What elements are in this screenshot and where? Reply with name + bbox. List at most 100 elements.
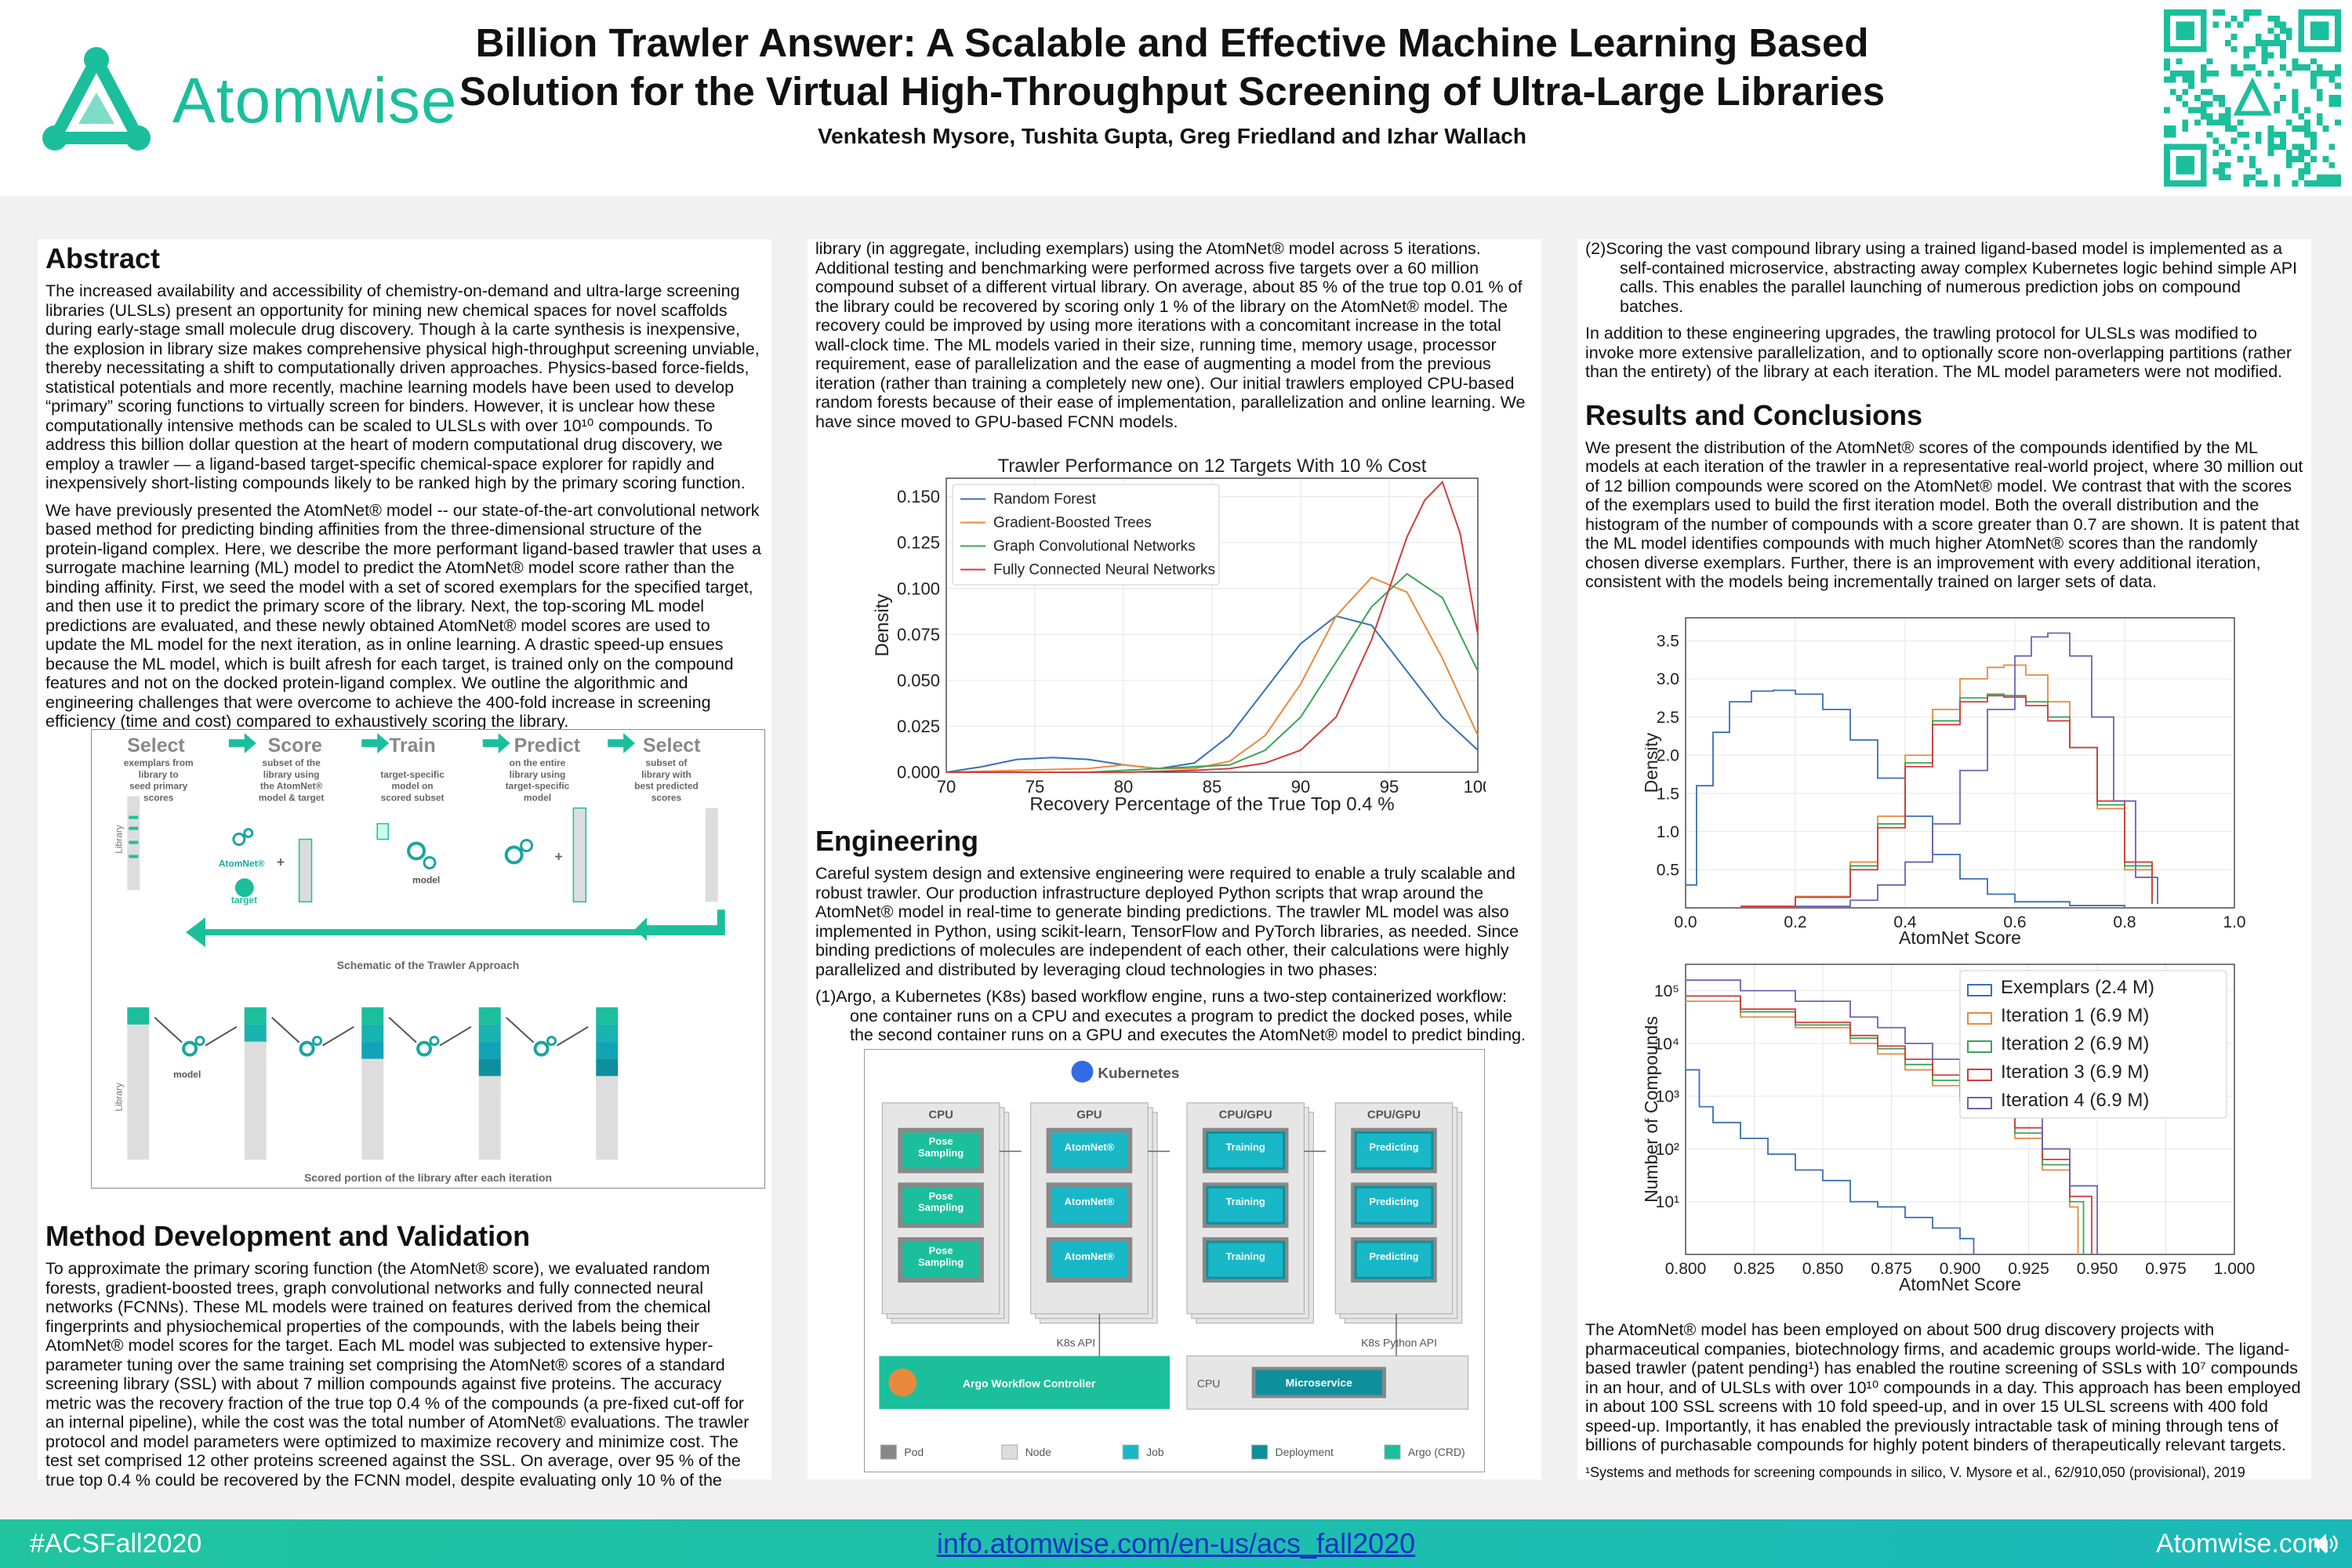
- x-tick-label: 0.6: [2003, 913, 2026, 931]
- legend-label-4: Iteration 3 (6.9 M): [2001, 1062, 2149, 1083]
- legend-label-5: Iteration 4 (6.9 M): [2001, 1090, 2149, 1111]
- y-tick-label: 1.5: [1657, 785, 1679, 803]
- job-label: AtomNet®: [1065, 1142, 1115, 1153]
- model-label: model: [412, 874, 440, 885]
- legend-label-2: Gradient-Boosted Trees: [993, 515, 1152, 532]
- x-tick-label: 85: [1203, 777, 1221, 797]
- job-label: Pose: [929, 1245, 953, 1257]
- legend-swatch: [1967, 984, 1992, 996]
- engineering-item-1: (1)Argo, a Kubernetes (K8s) based workfl…: [815, 987, 1526, 1044]
- atomnet-label: AtomNet®: [219, 858, 265, 869]
- microservice-label: Microservice: [1286, 1376, 1352, 1388]
- y-tick-label: 2.5: [1657, 709, 1679, 727]
- speaker-icon[interactable]: [2313, 1531, 2341, 1556]
- engineering-paragraph-1: Careful system design and extensive engi…: [815, 864, 1519, 979]
- engineering-section: Engineering Careful system design and ex…: [808, 822, 1541, 1044]
- y-tick-label: 0.125: [897, 533, 940, 553]
- legend-label: Argo (CRD): [1408, 1446, 1465, 1458]
- job-label: Predicting: [1369, 1142, 1418, 1153]
- poster-header: [0, 0, 2352, 196]
- x-tick-label: 0.925: [2008, 1260, 2049, 1278]
- legend-box: [1959, 970, 2227, 1119]
- abstract-heading: Abstract: [45, 242, 161, 274]
- legend-label-1: Exemplars (2.4 M): [2001, 977, 2154, 998]
- microservice-box: [1255, 1370, 1383, 1396]
- job-label: Pose: [929, 1135, 953, 1147]
- footer-site[interactable]: Atomwise.com: [2156, 1529, 2330, 1559]
- abstract-paragraph-1: The increased availability and accessibi…: [45, 281, 760, 492]
- job-box: [1354, 1131, 1434, 1170]
- y-tick-label: 0.100: [897, 579, 940, 598]
- stage-3-title: Train: [389, 735, 436, 757]
- legend-label: Job: [1146, 1446, 1164, 1458]
- legend-label-2: Iteration 1 (6.9 M): [2001, 1005, 2149, 1026]
- x-tick-label: 80: [1114, 777, 1133, 797]
- legend-box: [952, 484, 1220, 586]
- y-tick-label: 3.5: [1657, 633, 1679, 651]
- x-tick-label: 0.2: [1784, 913, 1806, 931]
- svg-text:+: +: [554, 848, 562, 864]
- stage-4-title: Predict: [514, 735, 580, 757]
- job-box: [1051, 1132, 1128, 1169]
- job-label: Training: [1225, 1196, 1265, 1207]
- stage-5-desc: subset of library with best predicted score…: [634, 757, 699, 804]
- job-box: [1206, 1131, 1285, 1170]
- legend-label-1: Random Forest: [993, 492, 1097, 508]
- footnote: ¹Systems and methods for screening compo…: [1585, 1464, 2245, 1480]
- stage-2-title: Score: [268, 735, 322, 757]
- job-label: Sampling: [918, 1147, 964, 1159]
- series-line-1: [1686, 1069, 1975, 1254]
- x-tick-label: 0.4: [1893, 913, 1917, 931]
- x-tick-label: 70: [937, 777, 956, 797]
- qr-code-icon[interactable]: [2164, 9, 2341, 187]
- y-tick-label: 0.5: [1657, 862, 1679, 880]
- x-tick-label: 75: [1025, 777, 1044, 797]
- x-axis-label: AtomNet Score: [1899, 1274, 2021, 1294]
- atomnet-score-histogram-chart: 0.800 0.825 0.850 0.875 0.900 0.925 0.950 0.975…: [1645, 955, 2256, 1311]
- argo-icon: [888, 1368, 917, 1397]
- legend-label-3: Graph Convolutional Networks: [993, 539, 1196, 555]
- conclusions-section: The AtomNet® model has been employed on …: [1577, 1320, 2311, 1480]
- legend-swatch: [1967, 1097, 1992, 1109]
- x-tick-label: 0.800: [1665, 1260, 1707, 1278]
- x-tick-label: 0.8: [2113, 913, 2136, 931]
- x-tick-label: 1.0: [2223, 913, 2245, 931]
- node-label-3: CPU/GPU: [1219, 1109, 1272, 1122]
- x-tick-label: 0.975: [2145, 1260, 2187, 1278]
- job-label: Predicting: [1369, 1196, 1418, 1207]
- poster-footer: [0, 1519, 2352, 1568]
- job-box: [902, 1242, 979, 1278]
- footer-link[interactable]: info.atomwise.com/en-us/acs_fall2020: [936, 1527, 1416, 1559]
- logo-text: Atomwise: [172, 65, 458, 136]
- x-tick-label: 90: [1291, 777, 1310, 797]
- stage-1-title: Select: [127, 735, 184, 757]
- y-axis-label: Number of Compounds: [1645, 1016, 1661, 1203]
- y-tick-label: 0.025: [897, 717, 940, 736]
- library-label: Library: [113, 825, 124, 854]
- job-box: [1051, 1187, 1128, 1224]
- job-label: Sampling: [918, 1202, 964, 1214]
- job-label: Training: [1225, 1142, 1265, 1153]
- job-box: [1354, 1240, 1434, 1279]
- x-tick-label: 0.0: [1674, 913, 1697, 931]
- job-label: Predicting: [1369, 1250, 1418, 1262]
- legend-swatch: [1967, 1012, 1992, 1025]
- title-line-1: Billion Trawler Answer: A Scalable and E…: [475, 20, 1869, 65]
- svg-text:+: +: [277, 854, 285, 869]
- y-tick-label: 0.050: [897, 671, 940, 691]
- job-label: AtomNet®: [1065, 1250, 1115, 1262]
- y-tick-label: 0.075: [897, 625, 940, 644]
- job-box: [1051, 1242, 1128, 1278]
- hashtag: #ACSFall2020: [30, 1529, 202, 1559]
- legend-label-4: Fully Connected Neural Networks: [993, 562, 1215, 579]
- job-box: [1354, 1185, 1434, 1225]
- job-label: Pose: [929, 1190, 953, 1202]
- legend-label: Deployment: [1276, 1446, 1334, 1458]
- stage-2-desc: subset of the library using the AtomNet® mo…: [259, 757, 325, 804]
- trawler-performance-chart: 70 75 80 85 90 95 100 0.000 0.025 0.050 0.075 0.100…: [874, 447, 1486, 815]
- argo-label: Argo Workflow Controller: [963, 1377, 1096, 1389]
- atomnet-score-density-chart: 0.0 0.2 0.4 0.6 0.8 1.0 0.5 1.0 1.5 2.0 2.5 3.0 3.5 A…: [1645, 602, 2256, 953]
- legend-swatch: [1122, 1444, 1139, 1460]
- engineering-heading: Engineering: [815, 825, 979, 857]
